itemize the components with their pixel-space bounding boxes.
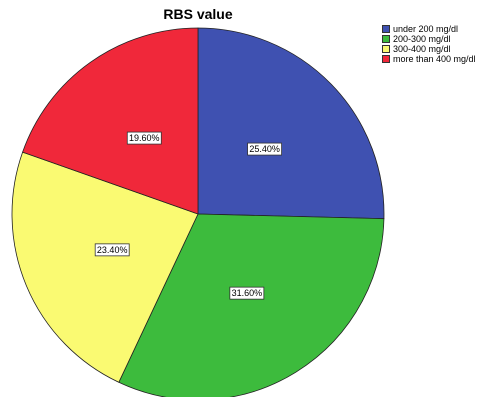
pie-slice-0 (197, 27, 385, 220)
chart-title: RBS value (163, 6, 233, 22)
slice-label-2: 23.40% (94, 243, 130, 257)
pie-slice-3 (22, 27, 199, 215)
svg-text:25.40%: 25.40% (249, 144, 280, 154)
legend-item-2: 300-400 mg/dl (382, 44, 476, 54)
legend-label-2: 300-400 mg/dl (393, 44, 451, 54)
pie-slice-2 (11, 151, 199, 383)
legend-label-3: more than 400 mg/dl (393, 54, 476, 64)
legend-swatch-3 (382, 55, 390, 63)
svg-text:23.40%: 23.40% (97, 245, 128, 255)
slice-label-1: 31.60% (229, 286, 265, 300)
legend-label-0: under 200 mg/dl (393, 24, 459, 34)
legend-item-0: under 200 mg/dl (382, 24, 476, 34)
legend-label-1: 200-300 mg/dl (393, 34, 451, 44)
slice-label-0: 25.40% (247, 142, 282, 156)
legend-item-1: 200-300 mg/dl (382, 34, 476, 44)
legend: under 200 mg/dl 200-300 mg/dl 300-400 mg/d… (382, 24, 476, 64)
legend-item-3: more than 400 mg/dl (382, 54, 476, 64)
legend-swatch-1 (382, 35, 390, 43)
svg-text:31.60%: 31.60% (232, 288, 263, 298)
slice-label-3: 19.60% (126, 131, 162, 145)
svg-text:19.60%: 19.60% (129, 133, 160, 143)
legend-swatch-2 (382, 45, 390, 53)
legend-swatch-0 (382, 25, 390, 33)
